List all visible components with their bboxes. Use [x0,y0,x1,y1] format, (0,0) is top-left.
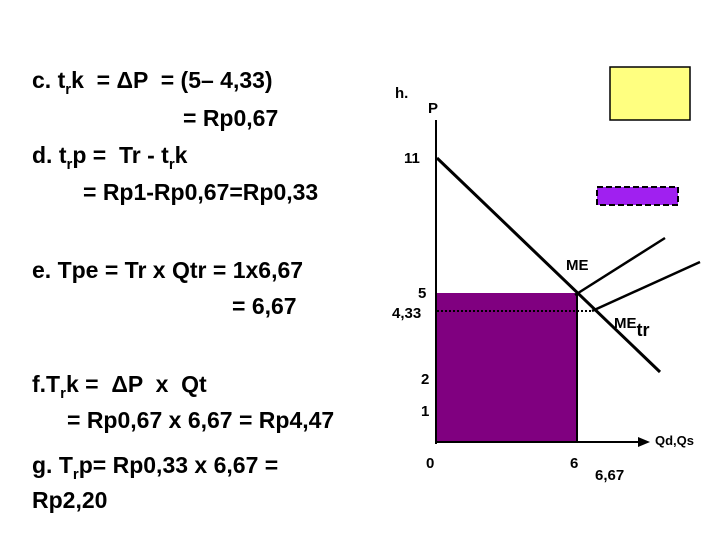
text-line: e. Tpe = Tr x Qtr = 1x6,67 [32,257,303,283]
text: ME [614,315,637,332]
subscript: r [65,81,71,98]
text-line: g. Trp= Rp0,33 x 6,67 = [32,452,278,483]
subscript: r [67,156,73,173]
axis-label: Qd,Qs [655,433,694,448]
label: 11 [404,150,420,167]
text-line: = Rp0,67 [183,105,278,131]
text-line: c. trk = ΔP = (5– 4,33) [32,67,273,98]
subscript: r [60,385,66,402]
label: h. [395,85,408,102]
text: d. t [32,142,67,168]
text-line: = Rp1-Rp0,67=Rp0,33 [83,179,318,205]
subscript: r [169,156,175,173]
text-line: = 6,67 [232,293,297,319]
label: 5 [418,285,426,302]
label: 2 [421,371,429,388]
subscript: tr [637,320,650,340]
text: p= Rp0,33 x 6,67 = [79,452,278,478]
text-line: = Rp0,67 x 6,67 = Rp4,47 [67,407,334,433]
label: 0 [426,455,434,472]
axis-label: P [428,100,438,117]
label: 1 [421,403,429,420]
text-line: f.Trk = ΔP x Qt [32,371,207,402]
text: f.T [32,371,60,397]
text: c. t [32,67,66,93]
text-line: d. trp = Tr - trk [32,142,188,173]
demand-line [435,156,662,374]
me-line [574,236,666,297]
label: ME [566,257,589,274]
text-line: Rp2,20 [32,487,107,513]
text: k [175,142,188,168]
yellow-box [609,66,691,121]
text: k = ΔP = (5– 4,33) [71,67,273,93]
label: 4,33 [392,305,421,322]
purple-box [596,186,679,206]
text: k = ΔP x Qt [66,371,207,397]
me-tr-line [591,260,701,313]
label: 6 [570,455,578,472]
label: 6,67 [595,467,624,484]
area [437,293,577,442]
arrow [638,437,650,447]
subscript: r [73,466,79,483]
text: g. T [32,452,73,478]
label: MEtr [614,315,650,340]
text: p = Tr - t [72,142,169,168]
